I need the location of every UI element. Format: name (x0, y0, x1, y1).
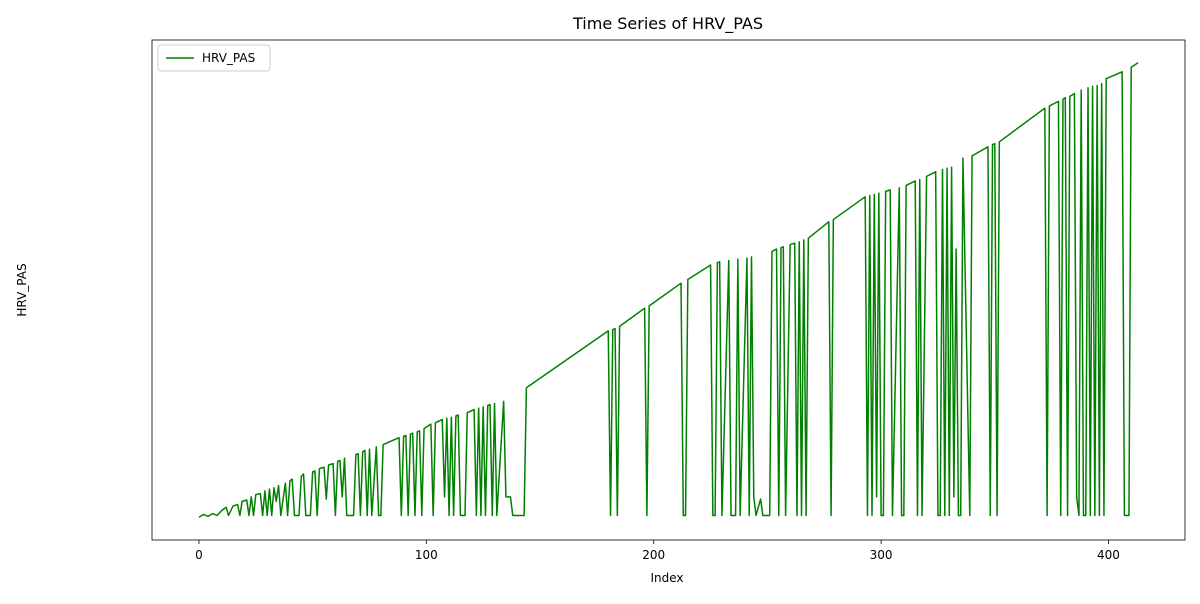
chart-title: Time Series of HRV_PAS (572, 14, 763, 34)
x-axis-label: Index (650, 571, 683, 585)
x-tick-label: 300 (870, 548, 893, 562)
legend-label: HRV_PAS (202, 51, 255, 65)
legend-box (157, 44, 271, 72)
x-tick-label: 0 (195, 548, 203, 562)
series-line (198, 62, 1139, 518)
y-axis-label: HRV_PAS (15, 263, 29, 316)
plot-frame (151, 39, 1186, 541)
legend: HRV_PAS (157, 44, 271, 72)
x-tick-label: 200 (642, 548, 665, 562)
x-tick-label: 100 (415, 548, 438, 562)
x-tick-label: 400 (1097, 548, 1120, 562)
